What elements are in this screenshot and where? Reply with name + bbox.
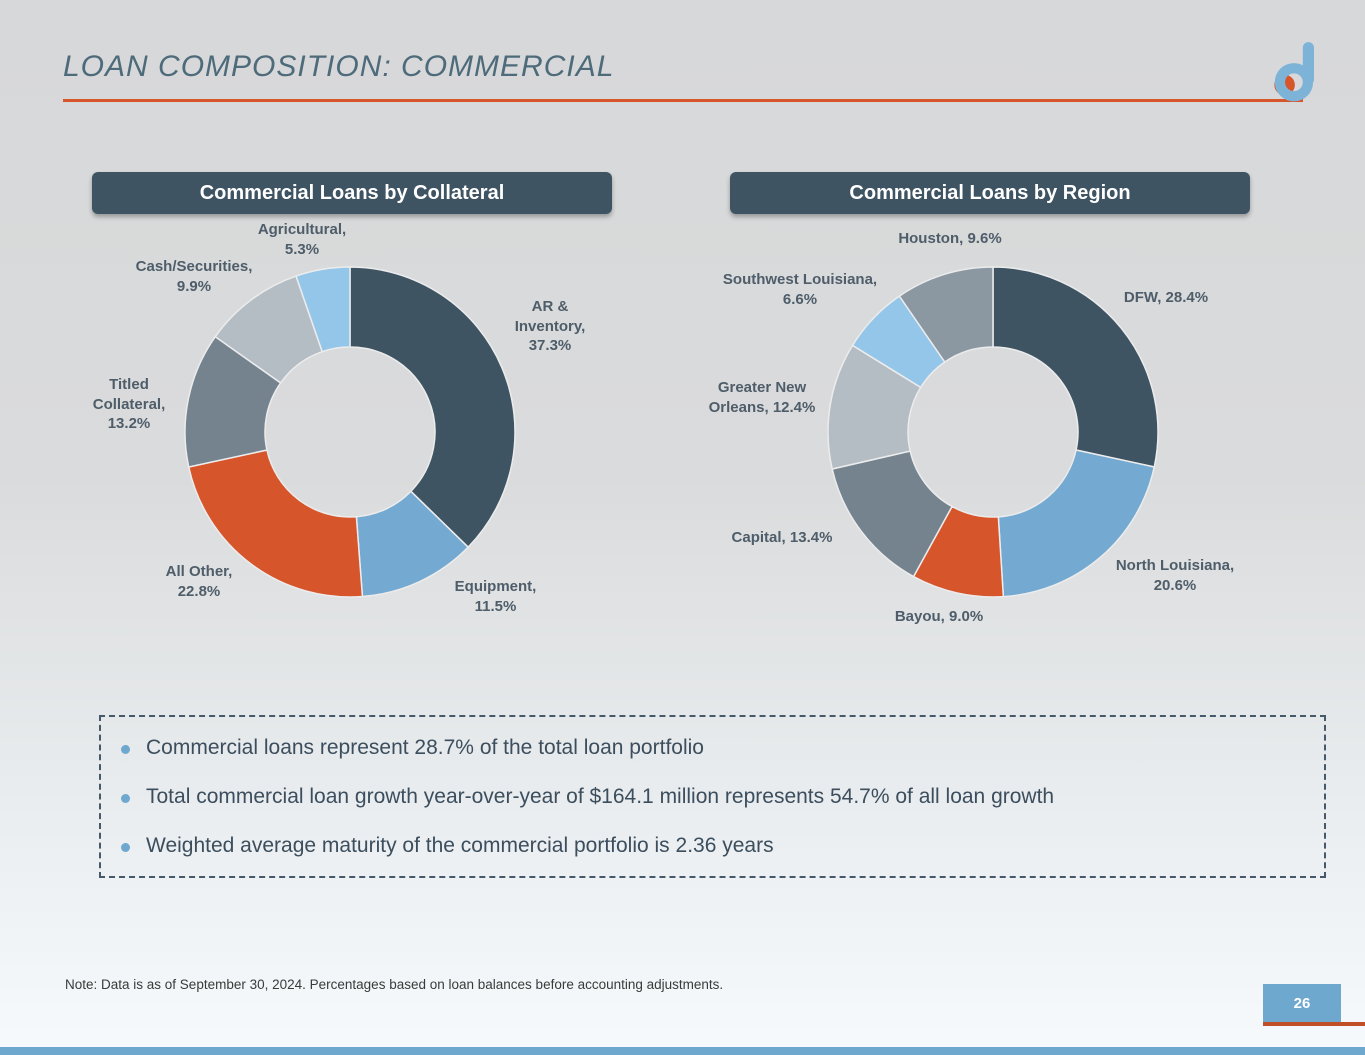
footer-bar: [0, 1047, 1365, 1055]
label-houston: Houston, 9.6%: [898, 230, 1002, 247]
donut-slice-north-louisiana: [997, 449, 1156, 598]
label-all-other: All Other, 22.8%: [165, 563, 233, 600]
collateral-donut-chart: [184, 266, 516, 598]
donut-slice-dfw: [992, 266, 1159, 468]
bullet-text: Weighted average maturity of the commerc…: [146, 833, 774, 857]
label-ar-inventory: AR & Inventory, 37.3%: [514, 298, 586, 354]
label-southwest-louisiana: Southwest Louisiana, 6.6%: [722, 271, 878, 308]
bullet-item: Weighted average maturity of the commerc…: [101, 834, 1324, 858]
label-dfw: DFW, 28.4%: [1123, 289, 1209, 306]
label-agricultural: Agricultural, 5.3%: [257, 221, 347, 258]
label-bayou: Bayou, 9.0%: [894, 608, 984, 625]
bullet-item: Total commercial loan growth year-over-y…: [101, 785, 1324, 809]
donut-slice-agricultural: [295, 266, 351, 353]
region-chart-title: Commercial Loans by Region: [730, 172, 1250, 214]
donut-slice-ar-inventory: [349, 266, 516, 549]
page-number-badge: 26: [1263, 984, 1341, 1022]
label-north-louisiana: North Louisiana, 20.6%: [1115, 557, 1235, 594]
title-underline: [63, 99, 1303, 102]
bullet-item: Commercial loans represent 28.7% of the …: [101, 736, 1324, 760]
region-donut-chart: [827, 266, 1159, 598]
label-equipment: Equipment, 11.5%: [454, 578, 537, 615]
key-points-box: Commercial loans represent 28.7% of the …: [99, 715, 1326, 878]
label-capital: Capital, 13.4%: [731, 529, 833, 546]
bullet-icon: [121, 842, 130, 852]
label-greater-new-orleans: Greater New Orleans, 12.4%: [708, 379, 816, 416]
footnote: Note: Data is as of September 30, 2024. …: [65, 977, 724, 992]
bullet-text: Commercial loans represent 28.7% of the …: [146, 735, 704, 759]
page-badge-underline: [1263, 1022, 1365, 1026]
label-cash-securities: Cash/Securities, 9.9%: [135, 258, 253, 295]
page-title: LOAN COMPOSITION: COMMERCIAL: [63, 50, 615, 83]
bullet-icon: [121, 793, 130, 803]
b1bank-logo: [1274, 42, 1314, 102]
page-number: 26: [1293, 994, 1311, 1012]
donut-slice-houston: [898, 266, 994, 364]
label-titled-collateral: Titled Collateral, 13.2%: [92, 376, 166, 432]
bullet-text: Total commercial loan growth year-over-y…: [146, 784, 1055, 808]
collateral-chart-title: Commercial Loans by Collateral: [92, 172, 612, 214]
donut-slice-all-other: [187, 449, 364, 598]
bullet-icon: [121, 744, 130, 754]
